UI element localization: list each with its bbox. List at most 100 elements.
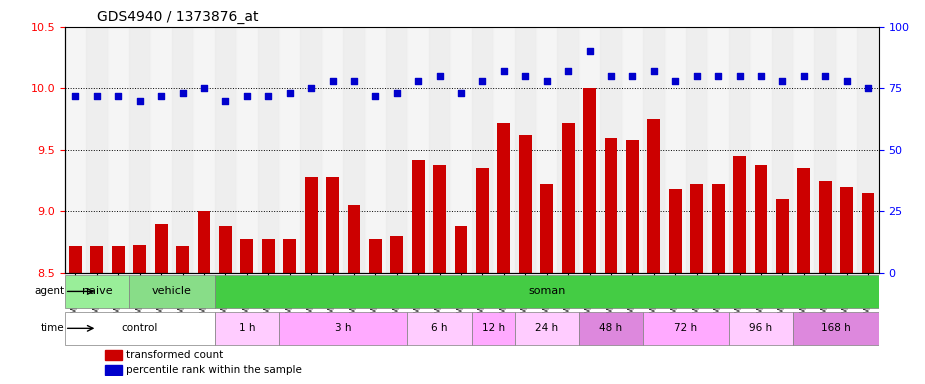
Point [647, 68, 661, 74]
Bar [711, 184, 724, 273]
Bar [327, 177, 339, 273]
Text: 12 h: 12 h [482, 323, 505, 333]
Point [453, 90, 468, 96]
Point [582, 48, 597, 55]
Bar [776, 199, 789, 273]
Bar [433, 165, 446, 273]
Bar [86, 27, 107, 273]
Bar [793, 27, 815, 273]
Point [347, 78, 362, 84]
Bar [219, 226, 232, 273]
Point [325, 78, 339, 84]
Text: agent: agent [34, 286, 65, 296]
Bar [408, 27, 429, 273]
Point [754, 73, 769, 79]
Point [732, 73, 746, 79]
Bar [622, 27, 643, 273]
Bar [154, 224, 167, 273]
Point [796, 73, 811, 79]
FancyBboxPatch shape [408, 312, 472, 345]
Bar [390, 236, 403, 273]
FancyBboxPatch shape [514, 312, 579, 345]
Bar [215, 27, 236, 273]
Point [432, 73, 447, 79]
FancyBboxPatch shape [215, 312, 279, 345]
Bar [771, 27, 793, 273]
FancyBboxPatch shape [279, 312, 408, 345]
Text: 48 h: 48 h [599, 323, 623, 333]
Bar [498, 123, 511, 273]
Bar [750, 27, 771, 273]
Bar [836, 27, 857, 273]
FancyBboxPatch shape [65, 312, 215, 345]
Bar [690, 184, 703, 273]
Bar [236, 27, 257, 273]
Point [775, 78, 790, 84]
Bar [364, 27, 386, 273]
Bar [734, 156, 746, 273]
Bar [257, 27, 279, 273]
Point [668, 78, 683, 84]
Text: 3 h: 3 h [335, 323, 352, 333]
Bar [450, 27, 472, 273]
Point [240, 93, 254, 99]
Bar [454, 226, 467, 273]
Text: 6 h: 6 h [431, 323, 448, 333]
Bar [729, 27, 750, 273]
FancyBboxPatch shape [793, 312, 879, 345]
Bar [279, 27, 301, 273]
Point [111, 93, 126, 99]
Point [411, 78, 426, 84]
Bar [283, 238, 296, 273]
Point [710, 73, 725, 79]
Bar [861, 193, 874, 273]
Bar [112, 246, 125, 273]
Bar [133, 245, 146, 273]
Point [604, 73, 619, 79]
Bar [172, 27, 193, 273]
Text: 24 h: 24 h [536, 323, 559, 333]
Bar [493, 27, 514, 273]
Text: transformed count: transformed count [126, 350, 223, 360]
Bar [412, 160, 425, 273]
Bar [262, 238, 275, 273]
Bar [91, 246, 104, 273]
Bar [193, 27, 215, 273]
Bar [472, 27, 493, 273]
Point [218, 98, 233, 104]
Point [68, 93, 83, 99]
Point [539, 78, 554, 84]
FancyBboxPatch shape [129, 275, 215, 308]
Bar [579, 27, 600, 273]
Text: control: control [121, 323, 158, 333]
Bar [797, 168, 810, 273]
Point [197, 85, 212, 91]
Bar [386, 27, 408, 273]
Bar [429, 27, 450, 273]
Bar [540, 184, 553, 273]
Point [475, 78, 490, 84]
FancyBboxPatch shape [579, 312, 643, 345]
Point [625, 73, 640, 79]
Bar [240, 238, 253, 273]
Bar [176, 246, 189, 273]
Point [389, 90, 404, 96]
Bar [151, 27, 172, 273]
Text: 1 h: 1 h [239, 323, 255, 333]
Point [303, 85, 318, 91]
Point [368, 93, 383, 99]
Bar [605, 137, 617, 273]
Bar [819, 181, 832, 273]
Text: naive: naive [81, 286, 112, 296]
Point [132, 98, 147, 104]
Text: soman: soman [528, 286, 565, 296]
Bar [815, 27, 836, 273]
FancyBboxPatch shape [729, 312, 793, 345]
Bar [304, 177, 317, 273]
Bar [686, 27, 708, 273]
Bar [664, 27, 686, 273]
Bar [129, 27, 151, 273]
Point [860, 85, 875, 91]
FancyBboxPatch shape [65, 275, 129, 308]
FancyBboxPatch shape [643, 312, 729, 345]
